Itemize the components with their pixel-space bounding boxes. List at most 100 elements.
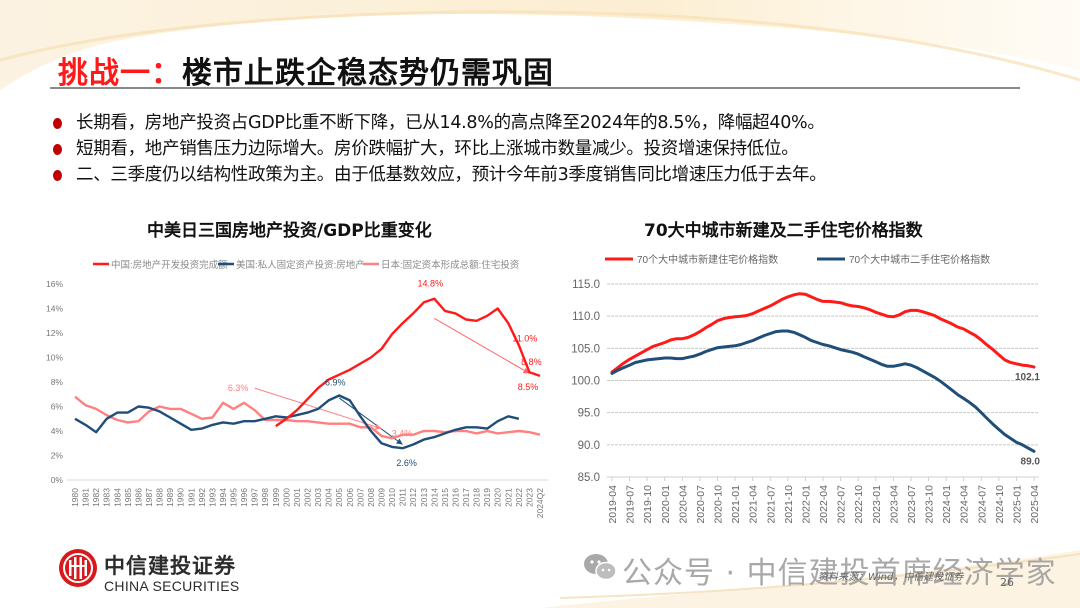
bullet-dot-icon xyxy=(53,118,62,129)
bullet-dot-icon xyxy=(53,170,62,181)
x-tick-label: 2024-07 xyxy=(976,485,988,524)
page-number: 26 xyxy=(1000,576,1014,589)
x-tick-label: 1997 xyxy=(250,488,260,507)
data-label: 6.3% xyxy=(228,383,249,393)
china-securities-logo-icon xyxy=(59,549,97,587)
x-tick-label: 1995 xyxy=(229,488,239,507)
data-source-note: 资料来源：Wind，中信建投证券 xyxy=(818,572,964,583)
x-tick-label: 1980 xyxy=(70,488,80,507)
y-tick-label: 95.0 xyxy=(578,408,600,420)
y-tick-label: 10% xyxy=(46,353,63,363)
x-tick-label: 1986 xyxy=(133,488,143,507)
bullet-list: 长期看，房地产投资占GDP比重不断下降，已从14.8%的高点降至2024年的8.… xyxy=(50,110,827,188)
x-tick-label: 2007 xyxy=(355,488,365,507)
x-tick-label: 2022-01 xyxy=(800,485,812,524)
y-tick-label: 16% xyxy=(46,279,63,289)
right-chart-title: 70大中城市新建及二手住宅价格指数 xyxy=(644,221,923,241)
series-line-new-home xyxy=(610,292,1036,374)
watermark-text: 公众号 · 中信建投首席经济学家 xyxy=(622,556,1057,591)
y-tick-label: 6% xyxy=(51,402,64,412)
series-line-japan xyxy=(74,395,541,440)
x-tick-label: 2003 xyxy=(313,488,323,507)
x-tick-label: 2020-07 xyxy=(695,485,707,524)
x-tick-label: 2023 xyxy=(524,488,534,507)
y-tick-label: 105.0 xyxy=(571,343,600,355)
trend-arrow xyxy=(338,397,403,445)
right-chart: 70个大中城市新建住宅价格指数 70个大中城市二手住宅价格指数 85.0 90.0 95… xyxy=(571,253,1041,524)
bullet-item: 二、三季度仍以结构性政策为主。由于低基数效应，预计今年前3季度销售同比增速压力低… xyxy=(50,162,827,188)
y-tick-label: 0% xyxy=(51,475,64,485)
x-tick-label: 2021-10 xyxy=(783,485,795,524)
x-tick-label: 1996 xyxy=(239,488,249,507)
title-divider xyxy=(50,87,420,89)
x-tick-label: 2021-01 xyxy=(730,485,742,524)
data-label: 3.4% xyxy=(392,428,413,438)
y-tick-label: 12% xyxy=(46,328,63,338)
data-label: 2.6% xyxy=(396,458,417,468)
x-tick-label: 2009 xyxy=(376,488,386,507)
x-tick-label: 2023-01 xyxy=(871,485,883,524)
x-tick-label: 1991 xyxy=(186,488,196,507)
end-value-label: 102.1 xyxy=(1015,372,1040,383)
x-tick-label: 2016 xyxy=(450,488,460,507)
x-tick-label: 2001 xyxy=(292,488,302,507)
x-tick-label: 1989 xyxy=(165,488,175,507)
logo-english-name: CHINA SECURITIES xyxy=(104,578,240,594)
x-tick-label: 2023-10 xyxy=(924,485,936,524)
x-tick-label: 2023-04 xyxy=(888,485,900,524)
x-tick-label: 2024-04 xyxy=(959,485,971,524)
x-tick-label: 1998 xyxy=(260,488,270,507)
y-tick-label: 115.0 xyxy=(572,279,600,291)
x-tick-label: 2000 xyxy=(281,488,291,507)
x-tick-label: 1988 xyxy=(155,488,165,507)
x-tick-label: 2024-10 xyxy=(994,485,1006,524)
bullet-text: 短期看，地产销售压力边际增大。房价跌幅扩大，环比上涨城市数量减少。投资增速保持低… xyxy=(76,139,799,159)
x-tick-label: 2020-04 xyxy=(677,485,689,524)
data-label: 6.9% xyxy=(325,377,346,387)
x-tick-label: 2020-10 xyxy=(713,485,725,524)
x-tick-label: 2004 xyxy=(324,488,334,507)
x-tick-label: 2021-07 xyxy=(765,485,777,524)
x-tick-label: 2019-10 xyxy=(642,485,654,524)
x-tick-label: 1982 xyxy=(91,488,101,507)
x-tick-label: 2022 xyxy=(514,488,524,507)
y-tick-label: 100.0 xyxy=(571,376,600,388)
x-tick-label: 1999 xyxy=(271,488,281,507)
x-tick-label: 2005 xyxy=(334,488,344,507)
y-tick-label: 90.0 xyxy=(578,440,600,452)
slide-title: 挑战一：楼市止跌企稳态势仍需巩固 xyxy=(58,48,554,92)
x-tick-label: 2019 xyxy=(482,488,492,507)
x-tick-label: 1981 xyxy=(81,488,91,507)
x-tick-label: 2018 xyxy=(472,488,482,507)
x-tick-label: 2012 xyxy=(408,488,418,507)
x-tick-label: 1990 xyxy=(176,488,186,507)
y-tick-label: 8% xyxy=(51,377,64,387)
x-tick-label: 2021-04 xyxy=(748,485,760,524)
legend-label: 70个大中城市二手住宅价格指数 xyxy=(849,253,990,266)
y-tick-label: 110.0 xyxy=(572,311,600,323)
x-tick-label: 2014 xyxy=(429,488,439,507)
x-tick-label: 1984 xyxy=(112,488,122,507)
end-value-label: 89.0 xyxy=(1021,456,1041,467)
x-tick-label: 2023-07 xyxy=(906,485,918,524)
x-tick-label: 1993 xyxy=(207,488,217,507)
x-tick-label: 1985 xyxy=(123,488,133,507)
x-tick-label: 2022-10 xyxy=(853,485,865,524)
data-label: 8.5% xyxy=(518,382,539,392)
series-line-us xyxy=(74,394,520,450)
x-tick-label: 2019-04 xyxy=(607,485,619,524)
x-tick-label: 2017 xyxy=(461,488,471,507)
bullet-text: 二、三季度仍以结构性政策为主。由于低基数效应，预计今年前3季度销售同比增速压力低… xyxy=(76,165,827,185)
x-tick-label: 2024-01 xyxy=(941,485,953,524)
legend-label: 中国:房地产开发投资完成额 xyxy=(111,259,228,271)
bullet-text: 长期看，房地产投资占GDP比重不断下降，已从14.8%的高点降至2024年的8.… xyxy=(76,113,825,133)
x-tick-label: 2021 xyxy=(503,488,513,507)
logo-chinese-name: 中信建投证券 xyxy=(104,553,236,578)
x-tick-label: 2022-04 xyxy=(818,485,830,524)
slide-title-main: 楼市止跌企稳态势仍需巩固 xyxy=(182,56,554,91)
left-chart: 中国:房地产开发投资完成额 美国:私人固定资产投资:房地产 日本:固定资本形成总额:… xyxy=(46,259,548,518)
x-tick-label: 2020-01 xyxy=(660,485,672,524)
x-tick-label: 2008 xyxy=(366,488,376,507)
x-tick-label: 2002 xyxy=(303,488,313,507)
x-tick-label: 2010 xyxy=(387,488,397,507)
